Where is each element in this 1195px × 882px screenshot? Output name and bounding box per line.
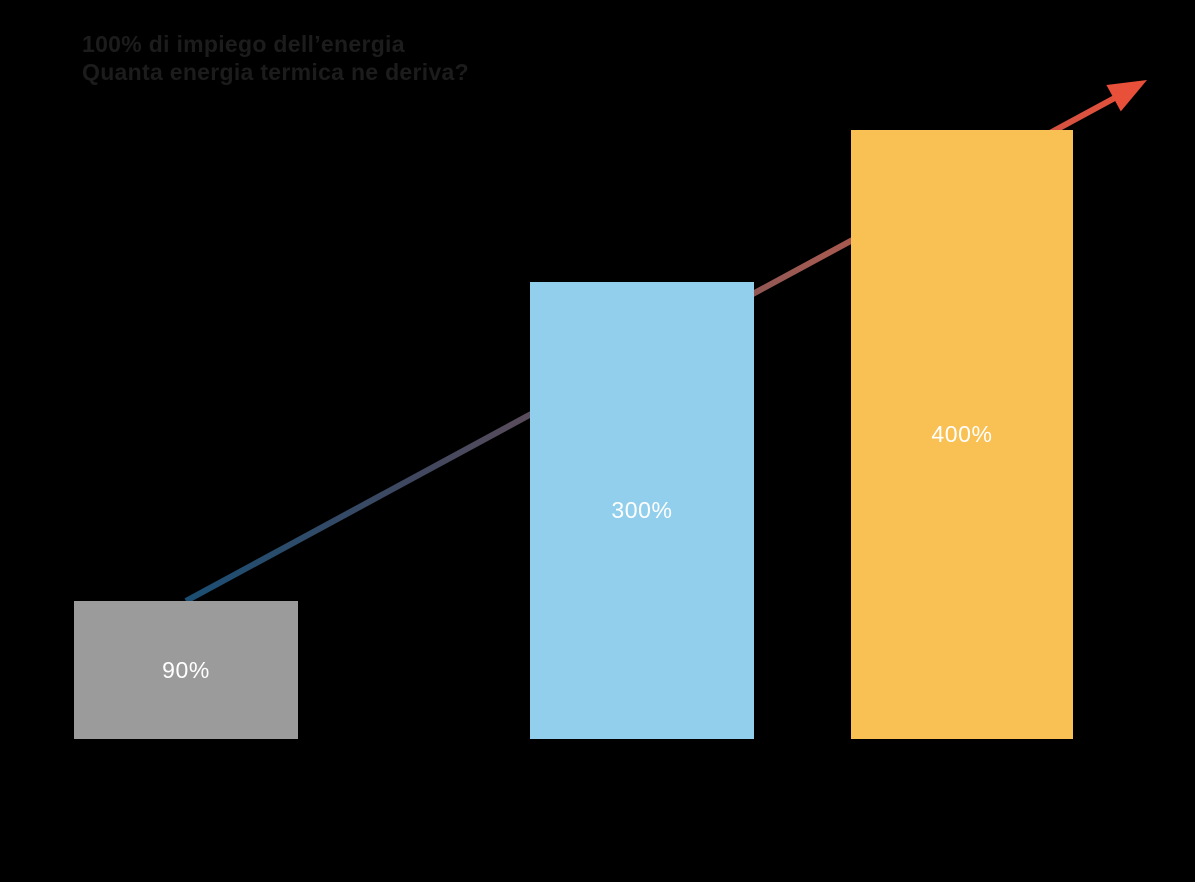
chart-title: 100% di impiego dell’energia Quanta ener… [82, 30, 469, 86]
bar-label-300: 300% [611, 497, 673, 523]
chart-title-line1: 100% di impiego dell’energia [82, 31, 405, 57]
bar-label-400: 400% [931, 421, 993, 447]
arrow-head-icon [1106, 80, 1147, 112]
bar-300: 300% [530, 282, 754, 739]
bar-label-90: 90% [162, 656, 210, 683]
chart-title-line2: Quanta energia termica ne deriva? [82, 59, 469, 85]
bar-90: 90% [74, 601, 298, 739]
bar-400: 400% [851, 130, 1073, 739]
